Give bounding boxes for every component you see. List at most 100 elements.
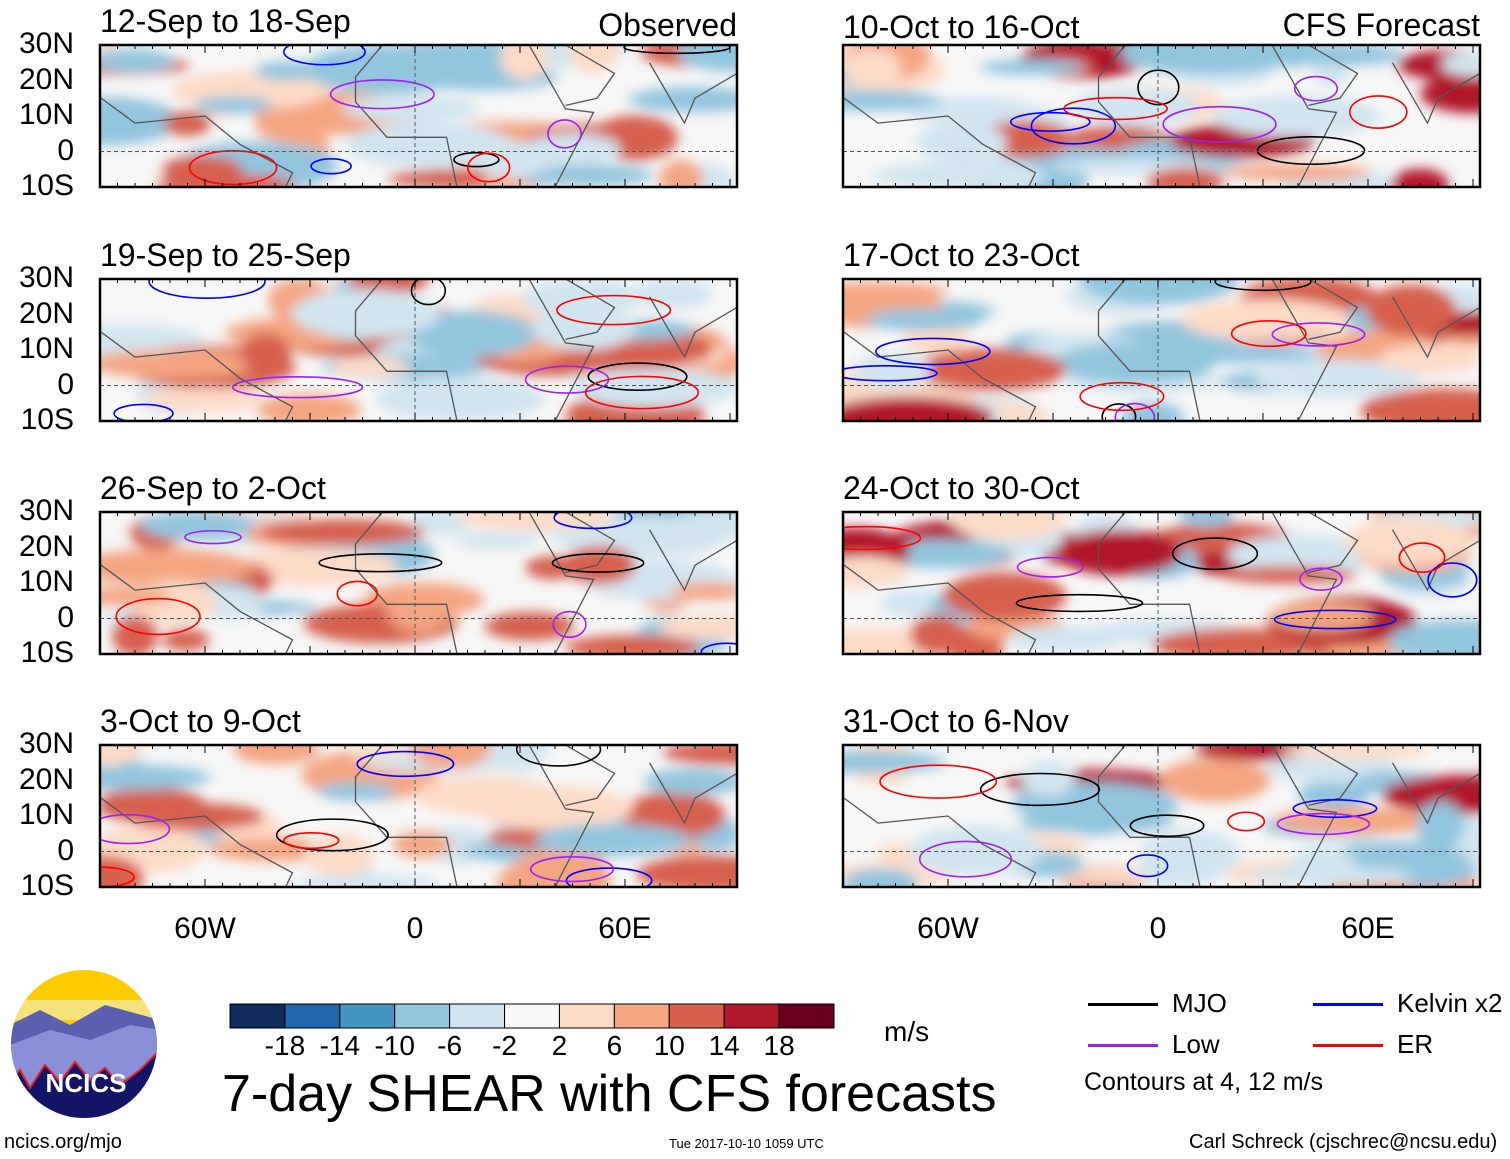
lat-tick-label: 20N [18,62,74,96]
coastline [100,45,737,187]
lat-tick-label: 30N [18,27,74,60]
shear-blob [1021,760,1076,797]
ncics-logo: NCICS [11,970,157,1118]
shear-blob [257,393,362,421]
panel-frame [98,43,739,189]
shear-blob [381,45,540,73]
shear-blob [100,745,144,767]
panel-title: 3-Oct to 9-Oct [100,703,301,739]
column-label: CFS Forecast [1282,7,1480,43]
anomaly-contour [843,364,938,382]
panel-title: 10-Oct to 16-Oct [843,9,1080,45]
lat-tick-label: 0 [57,833,74,867]
anomaly-contour [879,764,998,799]
legend-label: MJO [1172,988,1227,1018]
legend-label: ER [1397,1029,1434,1059]
anomaly-contour [1101,403,1137,421]
shear-blob [112,615,158,654]
shear-blob [843,48,902,88]
colorbar-swatch [723,1003,780,1029]
lat-tick-label: 20N [18,296,74,330]
map-panel [841,277,1482,423]
shear-blob [524,132,621,166]
shear-blob [162,629,210,651]
anomaly-contour [283,831,340,850]
anomaly-contour [275,818,389,852]
shear-blob [1344,518,1472,565]
lat-tick-label: 10N [18,98,74,131]
colorbar-tick-label: -2 [492,1030,517,1061]
footer-author: Carl Schreck (cjschrec@ncsu.edu) [1189,1131,1498,1153]
shear-blob [1180,299,1351,341]
shear-blob [1360,388,1480,421]
panel-frame [98,510,739,656]
shear-blob [100,548,254,586]
colorbar-tick-label: 10 [653,1030,685,1061]
shear-blob [865,308,983,331]
legend-label: Low [1172,1029,1220,1059]
anomaly-contour [356,750,455,778]
shear-blob [1072,87,1198,127]
anomaly-contour [1273,609,1397,630]
shear-blob [671,582,737,601]
shear-blob [1366,284,1457,337]
shear-blob [254,61,320,81]
anomaly-contour [1276,812,1371,836]
map-panel [841,510,1482,656]
lat-tick-label: 10N [18,332,74,365]
shear-blob [1441,52,1480,77]
anomaly-contour [410,279,447,306]
shear-blob [162,155,243,184]
anomaly-contour [467,152,511,183]
shear-blob [1212,95,1381,138]
shear-blob [163,111,212,136]
anomaly-contour [556,294,672,326]
panel-title: 17-Oct to 23-Oct [843,237,1080,273]
shear-blob [1416,800,1464,851]
anomaly-contour [700,642,737,654]
shear-blob [636,855,737,887]
shear-blob [516,164,654,186]
lon-tick-label: 60W [174,912,236,945]
units-label: m/s [884,1016,930,1047]
anomaly-contour [113,403,174,421]
shear-blob [1119,45,1298,75]
panel-frame [841,510,1482,656]
anomaly-contour [310,158,352,175]
anomaly-contour [1015,593,1144,613]
anomaly-contour [1256,135,1366,166]
anomaly-contour [283,45,366,66]
anomaly-contour [1129,814,1205,838]
anomaly-contour [1126,854,1169,878]
shear-blob [658,614,737,640]
footer-url[interactable]: ncics.org/mjo [4,1131,122,1153]
shear-blob [294,874,439,887]
shear-blob [255,110,300,140]
panel-frame [98,743,739,889]
map-panel [98,743,739,889]
lat-tick-label: 0 [57,133,74,167]
anomaly-contour [453,151,500,168]
shear-blob [950,512,1066,541]
lat-tick-label: 20N [18,529,74,563]
lat-tick-label: 10N [18,798,74,831]
colorbar-swatch [613,1003,670,1029]
anomaly-contour [148,279,266,299]
shear-blob [1255,359,1422,398]
panel-frame [98,277,739,423]
shear-blob [675,512,737,534]
shear-blob [631,279,712,310]
shear-blob [331,356,410,378]
shear-blob [358,139,469,164]
anomaly-contour [318,553,443,573]
colorbar-swatch [229,1003,286,1029]
footer-timestamp: Tue 2017-10-10 1059 UTC [669,1136,824,1151]
colorbar-swatch [668,1003,725,1029]
anomaly-contour [1214,279,1312,292]
anomaly-contour [1427,562,1478,598]
shear-blob [386,583,453,634]
anomaly-contour [584,375,700,410]
column-label: Observed [598,7,737,43]
shear-blob [375,376,546,421]
anomaly-contour [1227,811,1266,832]
